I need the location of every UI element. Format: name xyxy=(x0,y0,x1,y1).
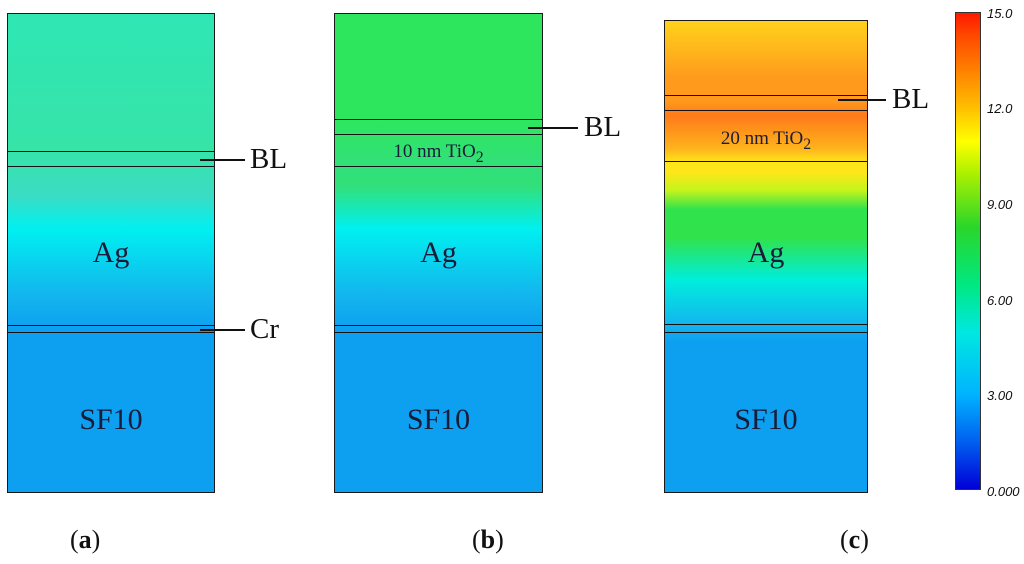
bl-callout-a: BL xyxy=(250,143,288,175)
bl-bottom-line-c xyxy=(665,110,867,111)
tio2-label-b: 10 nm TiO2 xyxy=(393,141,484,166)
color-scale-bar xyxy=(955,12,981,490)
colorbar-tick-3: 3.00 xyxy=(987,388,1013,403)
panel-c: 20 nm TiO2 Ag SF10 xyxy=(664,20,868,493)
tio2-label-c: 20 nm TiO2 xyxy=(720,128,812,153)
cr-bottom-line-b xyxy=(335,332,542,333)
cr-top-line-a xyxy=(8,325,214,326)
bl-callout-line-b xyxy=(528,127,578,129)
cr-top-line-c xyxy=(665,324,867,325)
cr-bottom-line-a xyxy=(8,332,214,333)
colorbar-tick-9: 9.00 xyxy=(987,197,1013,212)
bl-callout-line-a xyxy=(200,159,245,161)
tio2-bottom-line-b xyxy=(335,166,542,167)
ag-label-a: Ag xyxy=(92,236,130,269)
panel-b: 10 nm TiO2 Ag SF10 xyxy=(334,13,543,493)
colorbar-tick-6: 6.00 xyxy=(987,293,1013,308)
bl-bottom-line-b xyxy=(335,134,542,135)
cr-top-line-b xyxy=(335,325,542,326)
ag-label-c: Ag xyxy=(747,236,785,269)
bl-callout-c: BL xyxy=(892,83,930,115)
caption-a: (a) xyxy=(70,525,101,554)
substrate-label-c: SF10 xyxy=(734,403,798,436)
substrate-label-a: SF10 xyxy=(79,403,143,436)
ag-label-b: Ag xyxy=(420,236,457,269)
panel-a: Ag SF10 xyxy=(7,13,215,493)
bl-bottom-line-a xyxy=(8,166,214,167)
colorbar-tick-12: 12.0 xyxy=(987,101,1013,116)
tio2-bottom-line-c xyxy=(665,161,867,162)
colorbar-tick-15: 15.0 xyxy=(987,6,1013,21)
bl-callout-b: BL xyxy=(584,111,622,143)
bl-top-line-b xyxy=(335,119,542,120)
caption-c: (c) xyxy=(840,525,869,554)
bl-top-line-c xyxy=(665,95,867,96)
caption-b: (b) xyxy=(472,525,504,554)
cr-callout-a: Cr xyxy=(250,313,279,345)
cr-callout-line-a xyxy=(200,329,245,331)
bl-callout-line-c xyxy=(838,99,886,101)
substrate-label-b: SF10 xyxy=(406,403,471,436)
colorbar-tick-0: 0.000 xyxy=(987,484,1020,499)
cr-bottom-line-c xyxy=(665,332,867,333)
bl-top-line-a xyxy=(8,151,214,152)
